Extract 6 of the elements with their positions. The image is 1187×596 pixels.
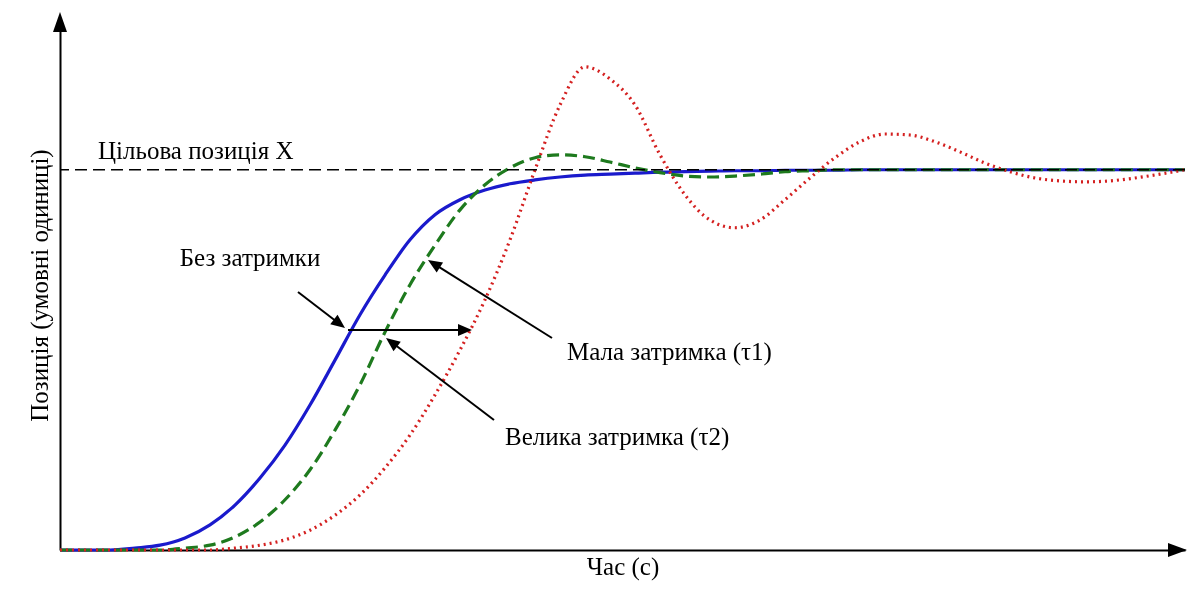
ref-line-label: Цільова позиція X	[98, 136, 294, 164]
x-axis-title: Час (с)	[586, 552, 660, 581]
annotation: Без затримки	[179, 244, 321, 271]
y-axis-title: Позиція (умовні одиниці)	[25, 149, 54, 422]
annotation: Велика затримка (τ2)	[505, 423, 730, 451]
annotation: Мала затримка (τ1)	[567, 338, 772, 366]
